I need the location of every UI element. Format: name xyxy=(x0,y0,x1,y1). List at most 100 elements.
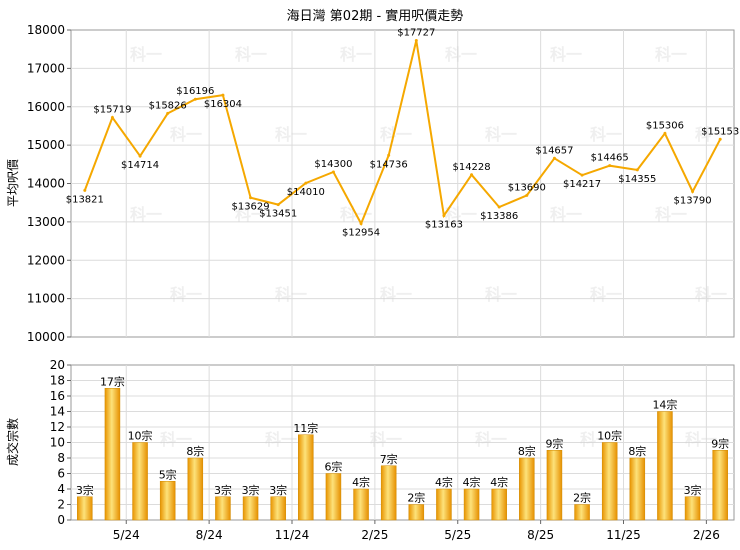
price-point xyxy=(83,188,87,192)
count-data-label: 4宗 xyxy=(435,475,453,489)
count-bar xyxy=(215,496,231,521)
count-bar xyxy=(353,488,369,521)
count-data-label: 2宗 xyxy=(573,491,591,505)
watermark-text: 科一 xyxy=(130,205,162,224)
watermark-text: 科一 xyxy=(370,430,402,449)
count-bar xyxy=(463,488,480,521)
price-tick-label: 12000 xyxy=(27,253,65,267)
price-data-label: $14714 xyxy=(121,160,159,171)
count-data-label: 4宗 xyxy=(352,475,370,489)
count-tick-label: 8 xyxy=(57,451,65,465)
price-tick-label: 14000 xyxy=(27,177,65,191)
price-line-chart: 10000 11000 12000 13000 14000 15000 16000 17000… xyxy=(27,23,739,344)
price-series-line xyxy=(83,40,722,226)
price-data-label: $15306 xyxy=(646,120,684,131)
count-bar xyxy=(491,488,507,521)
watermark-text: 科一 xyxy=(685,430,717,449)
count-tick-label: 0 xyxy=(57,513,65,527)
count-bar xyxy=(712,450,728,521)
price-point xyxy=(193,97,197,101)
price-data-label: $13690 xyxy=(508,182,546,193)
price-data-label: $16196 xyxy=(176,86,214,97)
watermark-text: 科一 xyxy=(275,285,307,304)
count-data-label: 3宗 xyxy=(269,483,287,497)
count-bar xyxy=(380,465,397,521)
watermark-text: 科一 xyxy=(590,125,622,144)
count-bar xyxy=(601,442,618,521)
price-point xyxy=(166,111,170,115)
price-data-label: $15826 xyxy=(149,100,187,111)
count-data-label: 2宗 xyxy=(407,491,425,505)
watermark-text: 科一 xyxy=(265,430,297,449)
count-bar xyxy=(574,504,590,521)
price-point xyxy=(414,38,418,42)
price-point xyxy=(718,137,722,141)
count-tick-label: 12 xyxy=(50,420,65,434)
count-bar xyxy=(104,388,121,521)
count-data-label: 4宗 xyxy=(463,475,481,489)
price-point xyxy=(276,203,280,207)
watermark-text: 科一 xyxy=(380,125,412,144)
x-tick-label: 2/25 xyxy=(361,528,388,542)
count-bar xyxy=(187,457,204,521)
price-data-label: $14657 xyxy=(535,145,573,156)
price-tick-label: 18000 xyxy=(27,23,65,37)
watermark-text: 科一 xyxy=(485,285,517,304)
count-data-label: 3宗 xyxy=(76,483,94,497)
price-tick-label: 10000 xyxy=(27,330,65,344)
watermark-text: 科一 xyxy=(235,45,267,64)
price-data-label: $13163 xyxy=(425,220,463,231)
count-bar xyxy=(546,450,563,521)
count-data-label: 5宗 xyxy=(159,467,177,481)
price-data-label: $13451 xyxy=(259,209,297,220)
price-data-label: $13790 xyxy=(673,196,711,207)
price-data-label: $14217 xyxy=(563,179,601,190)
watermark-text: 科一 xyxy=(235,205,267,224)
watermark-text: 科一 xyxy=(590,285,622,304)
price-tick-label: 15000 xyxy=(27,138,65,152)
x-tick-label: 5/24 xyxy=(113,528,140,542)
watermark-text: 科一 xyxy=(550,205,582,224)
count-axis-label: 成交宗數 xyxy=(5,418,20,466)
count-data-label: 11宗 xyxy=(293,421,318,435)
price-data-label: $16304 xyxy=(204,99,242,110)
price-point xyxy=(221,93,225,97)
count-bar xyxy=(77,496,93,521)
count-data-label: 3宗 xyxy=(214,483,232,497)
count-tick-label: 16 xyxy=(50,389,65,403)
count-bar xyxy=(298,434,314,521)
price-data-label: $14300 xyxy=(314,159,352,170)
count-bar xyxy=(132,442,148,521)
count-tick-label: 2 xyxy=(57,498,65,512)
price-data-label: $13629 xyxy=(231,202,269,213)
watermark-text: 科一 xyxy=(340,45,372,64)
watermark-text: 科一 xyxy=(550,45,582,64)
watermark-text: 科一 xyxy=(170,125,202,144)
count-tick-label: 14 xyxy=(50,405,65,419)
count-data-label: 8宗 xyxy=(518,444,536,458)
watermark-text: 科一 xyxy=(445,45,477,64)
price-point xyxy=(635,168,639,172)
count-data-label: 10宗 xyxy=(597,429,622,443)
price-data-label: $14355 xyxy=(618,174,656,185)
price-point xyxy=(442,214,446,218)
count-tick-label: 6 xyxy=(57,467,65,481)
price-point xyxy=(359,222,363,226)
count-data-label: 8宗 xyxy=(186,444,204,458)
watermark-text: 科一 xyxy=(380,285,412,304)
count-data-label: 10宗 xyxy=(128,429,153,443)
x-tick-label: 11/25 xyxy=(606,528,641,542)
watermark-text: 科一 xyxy=(160,430,192,449)
price-tick-label: 11000 xyxy=(27,292,65,306)
price-point xyxy=(249,196,253,200)
count-data-label: 9宗 xyxy=(545,436,563,450)
price-point xyxy=(138,154,142,158)
price-point xyxy=(552,156,556,160)
price-data-label: $12954 xyxy=(342,228,380,239)
price-data-label: $13386 xyxy=(480,211,518,222)
watermark-text: 科一 xyxy=(655,205,687,224)
x-tick-label: 5/25 xyxy=(444,528,471,542)
